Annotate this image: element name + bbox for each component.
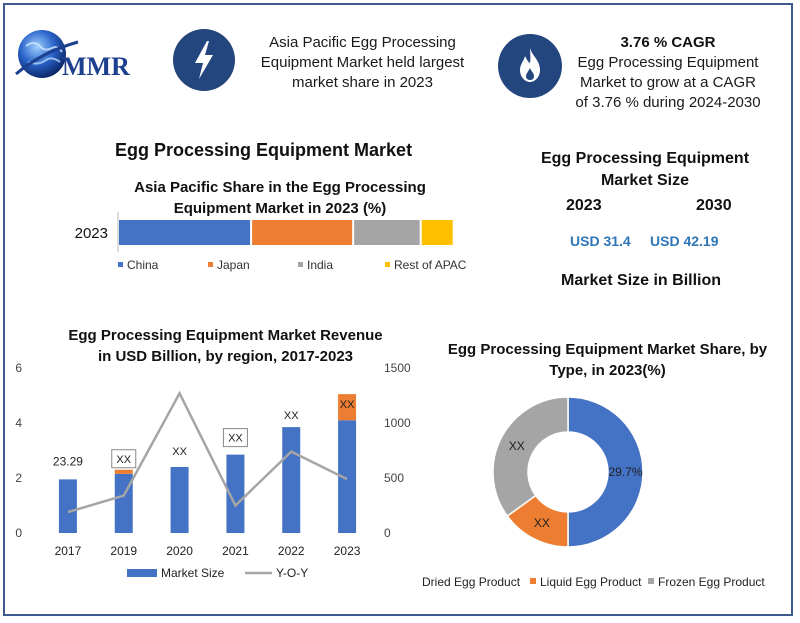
rev-bar-top-2023 [338, 394, 357, 421]
rev-ytick-right: 500 [384, 471, 404, 485]
type-share-donut-chart: 29.7% XX XX Dried Egg Product Liquid Egg Pro… [422, 396, 765, 589]
share-legend-label-1: Japan [217, 258, 250, 272]
rev-data-label-box-2019 [111, 449, 137, 469]
share-segment-japan [252, 220, 353, 245]
rev-legend-swatch-market-size [127, 569, 157, 577]
lightning-bolt-icon [195, 41, 213, 79]
share-legend-swatch-1 [208, 262, 213, 267]
donut-legend-label-2: Frozen Egg Product [658, 575, 765, 589]
rev-ytick-right: 1500 [384, 361, 411, 375]
rev-xtick-2019: 2019 [110, 544, 137, 558]
flame-icon [520, 48, 540, 82]
rev-data-label-2021: XX [228, 433, 243, 445]
donut-legend-swatch-1 [530, 578, 536, 584]
revenue-chart: 0 2 4 6 0 500 1000 1500 2017 2019 2020 2021 2022 2023… [15, 361, 411, 580]
share-legend-swatch-2 [298, 262, 303, 267]
rev-ytick-left: 4 [15, 416, 22, 430]
rev-bar-2021 [226, 454, 245, 533]
donut-slice-dried-egg-product [567, 396, 644, 548]
flame-icon-badge [498, 34, 562, 98]
rev-data-label-2017: 23.29 [53, 454, 83, 468]
main-title: Egg Processing Equipment Market [115, 140, 413, 160]
market-size-unit-note: Market Size in Billion [561, 272, 722, 289]
cagr-text: Egg Processing Equipment Market to grow … [575, 54, 761, 111]
share-segment-china [119, 220, 251, 245]
market-size-year-2030: 2030 [696, 197, 732, 214]
share-legend-swatch-3 [385, 262, 390, 267]
share-legend-label-0: China [127, 258, 159, 272]
rev-xtick-2022: 2022 [278, 544, 305, 558]
rev-bar-2017 [58, 479, 77, 533]
rev-data-label-2022: XX [284, 410, 299, 422]
rev-ytick-left: 2 [15, 471, 22, 485]
page-frame [3, 3, 793, 616]
rev-legend-label-yoy: Y-O-Y [276, 566, 308, 580]
donut-legend-label-1: Liquid Egg Product [540, 575, 642, 589]
donut-slice-frozen-egg-product [492, 396, 569, 518]
rev-data-label-box-2021 [222, 428, 248, 448]
logo-text: MMR [62, 52, 130, 81]
rev-xtick-2020: 2020 [166, 544, 193, 558]
logo: MMR [12, 22, 147, 92]
rev-data-label-2020: XX [172, 446, 187, 458]
donut-legend-label-0: Dried Egg Product [422, 575, 521, 589]
rev-bar-2022 [282, 427, 301, 533]
rev-bar-2023 [338, 420, 357, 533]
market-size-title: Egg Processing Equipment Market Size [540, 150, 750, 189]
rev-ytick-left: 6 [15, 361, 22, 375]
revenue-chart-title: Egg Processing Equipment Market Revenue … [68, 327, 383, 365]
rev-ytick-left: 0 [15, 526, 22, 540]
lightning-icon-badge [173, 29, 235, 91]
donut-data-label-2: XX [509, 439, 525, 453]
share-chart-title: Asia Pacific Share in the Egg Processing… [134, 179, 426, 217]
rev-bar-2020 [170, 467, 189, 533]
donut-data-label-1: XX [534, 516, 550, 530]
type-chart-title: Egg Processing Equipment Market Share, b… [447, 341, 768, 379]
rev-xtick-2017: 2017 [55, 544, 82, 558]
donut-legend-swatch-2 [648, 578, 654, 584]
share-segment-rest-of-apac [421, 220, 453, 245]
market-size-year-2023: 2023 [566, 197, 602, 214]
donut-data-label-0: 29.7% [608, 465, 642, 479]
rev-ytick-right: 0 [384, 526, 391, 540]
apac-share-chart: 2023 China Japan India Rest of APAC [75, 212, 467, 272]
share-segment-india [354, 220, 420, 245]
rev-xtick-2023: 2023 [334, 544, 361, 558]
rev-legend-label-market-size: Market Size [161, 566, 225, 580]
share-category-label: 2023 [75, 225, 108, 242]
rev-xtick-2021: 2021 [222, 544, 249, 558]
market-size-value-2030: USD 42.19 [650, 233, 719, 249]
share-legend-swatch-0 [118, 262, 123, 267]
cagr-title: 3.76 % CAGR [620, 34, 716, 51]
rev-ytick-right: 1000 [384, 416, 411, 430]
rev-bar-top-2019 [114, 469, 133, 474]
rev-data-label-2019: XX [116, 454, 131, 466]
globe-icon [15, 30, 79, 78]
market-size-value-2023: USD 31.4 [570, 233, 631, 249]
share-legend-label-3: Rest of APAC [394, 258, 467, 272]
share-legend-label-2: India [307, 258, 333, 272]
yoy-line [67, 390, 348, 514]
header-apac-text: Asia Pacific Egg Processing Equipment Ma… [260, 34, 465, 91]
rev-data-label-2023: XX [340, 399, 355, 411]
